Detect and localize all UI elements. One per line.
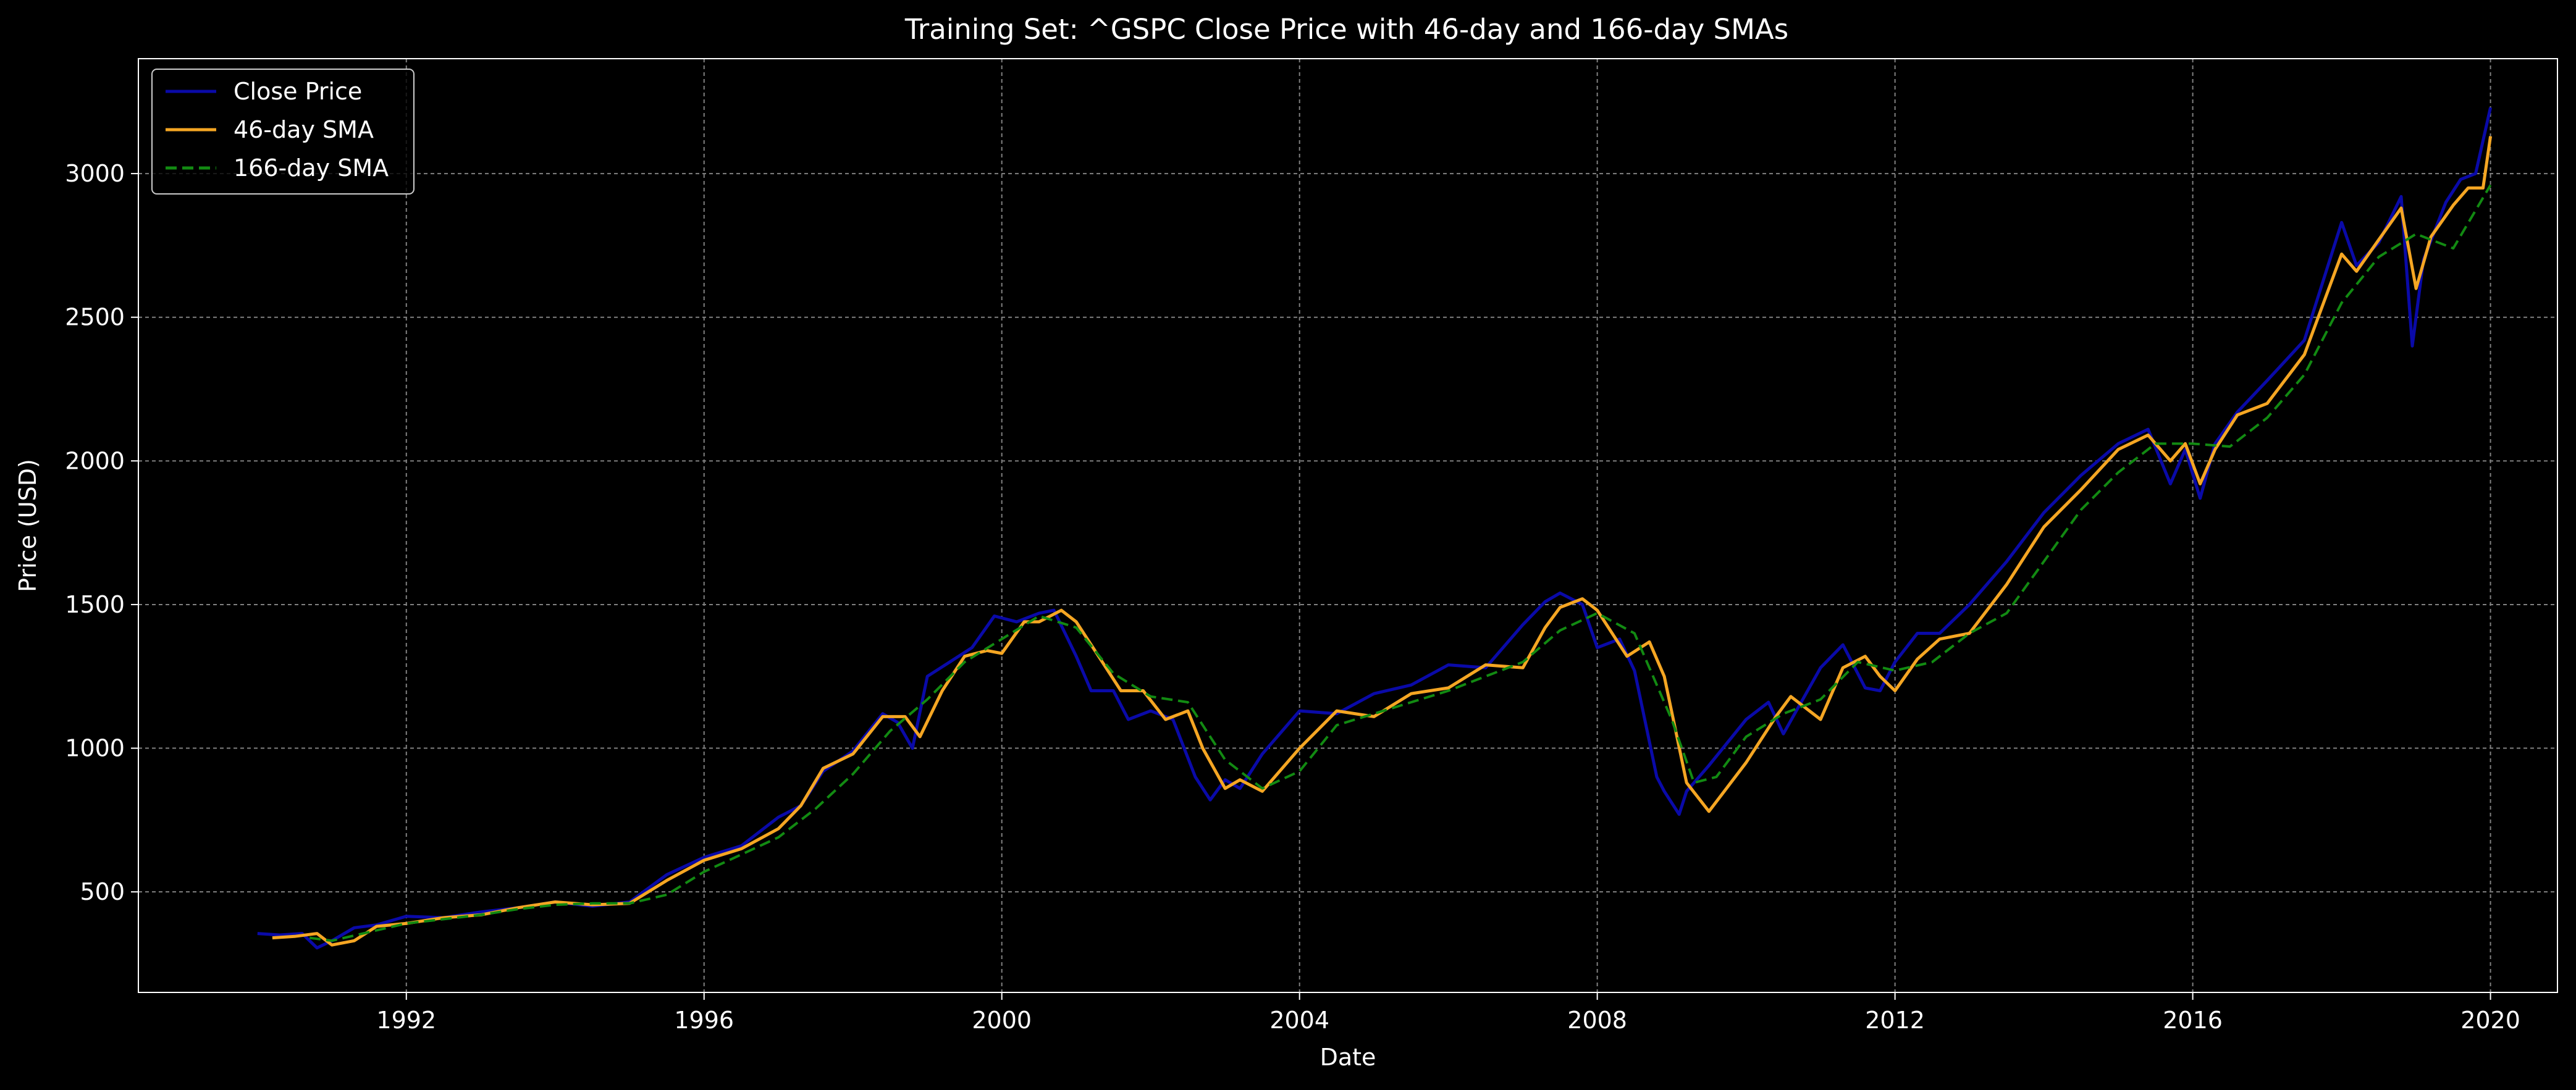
x-tick-label: 2020 <box>2460 1007 2520 1034</box>
legend-box <box>151 69 415 195</box>
x-tick-label: 1992 <box>376 1007 436 1034</box>
y-tick-label: 2000 <box>65 447 125 474</box>
plot-frame <box>138 58 2558 993</box>
y-tick-label: 2500 <box>65 304 125 331</box>
x-tick-label: 1996 <box>674 1007 734 1034</box>
y-tick-label: 1500 <box>65 591 125 618</box>
chart-title: Training Set: ^GSPC Close Price with 46-… <box>904 13 1788 46</box>
x-tick-label: 2012 <box>1865 1007 1925 1034</box>
legend: Close Price 46-day SMA 166-day SMA <box>151 69 415 195</box>
grid-lines <box>138 59 2557 992</box>
series-lines <box>257 107 2493 950</box>
legend-label-sma46: 46-day SMA <box>234 116 374 143</box>
x-tick-label: 2016 <box>2163 1007 2223 1034</box>
x-axis-label: Date <box>1320 1044 1376 1071</box>
x-tick-label: 2008 <box>1567 1007 1627 1034</box>
legend-label-sma166: 166-day SMA <box>234 154 389 182</box>
axis-ticks: 1992 1996 2000 2004 2008 2012 2016 2020 500 1000 1… <box>65 160 2520 1034</box>
x-tick-label: 2004 <box>1269 1007 1329 1034</box>
y-tick-label: 500 <box>80 878 125 905</box>
y-tick-label: 3000 <box>65 160 125 187</box>
series-line-sma166 <box>309 184 2492 942</box>
series-line-sma46 <box>272 136 2493 947</box>
series-line-close <box>257 107 2493 950</box>
y-axis-label: Price (USD) <box>14 459 41 592</box>
y-tick-label: 1000 <box>65 735 125 762</box>
legend-label-close: Close Price <box>234 78 362 105</box>
x-tick-label: 2000 <box>972 1007 1032 1034</box>
